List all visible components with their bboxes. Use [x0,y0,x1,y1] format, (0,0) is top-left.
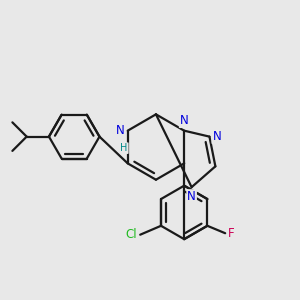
Text: F: F [228,227,235,240]
Text: N: N [212,130,221,143]
Text: Cl: Cl [126,228,137,241]
Text: N: N [180,114,189,127]
Text: H: H [121,143,128,153]
Text: N: N [116,124,124,137]
Text: N: N [187,190,196,203]
